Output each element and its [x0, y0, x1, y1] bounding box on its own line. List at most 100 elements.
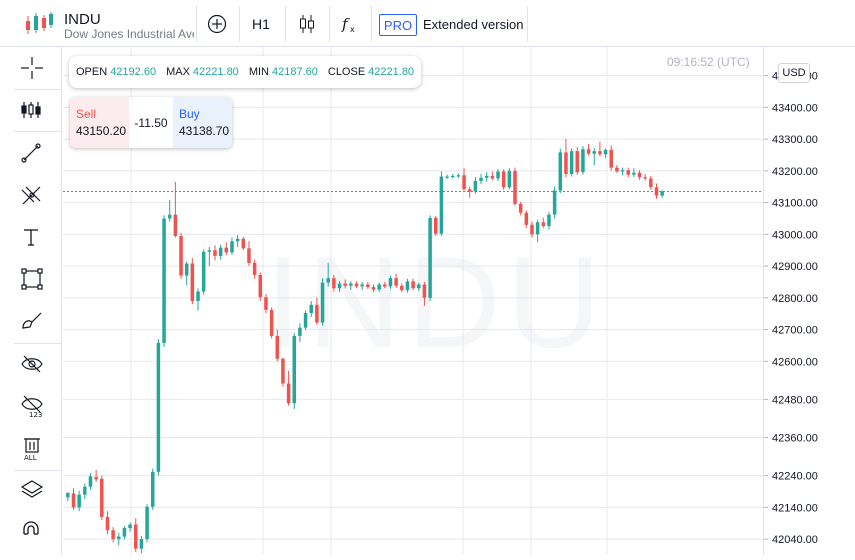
candle[interactable]: [569, 148, 574, 177]
candle[interactable]: [292, 332, 296, 409]
price-axis[interactable]: 43500.0043400.0043300.0043200.0043100.00…: [763, 47, 855, 555]
candle[interactable]: [518, 201, 523, 216]
sell-button[interactable]: Sell 43150.20: [70, 97, 129, 148]
candle[interactable]: [230, 237, 234, 255]
candle[interactable]: [100, 475, 104, 521]
candle[interactable]: [105, 511, 110, 535]
candle[interactable]: [167, 200, 172, 222]
rectangle-tool[interactable]: [20, 264, 58, 294]
candle[interactable]: [128, 522, 132, 532]
indicators-tool[interactable]: [20, 95, 58, 125]
candle[interactable]: [660, 189, 664, 198]
candle[interactable]: [315, 297, 319, 325]
candle[interactable]: [626, 167, 630, 178]
candle[interactable]: [83, 483, 87, 500]
candle[interactable]: [360, 281, 364, 291]
candle[interactable]: [196, 288, 200, 311]
candle[interactable]: [552, 186, 557, 219]
candle[interactable]: [207, 247, 212, 267]
candle[interactable]: [456, 173, 461, 178]
candle[interactable]: [615, 165, 619, 173]
candle[interactable]: [473, 177, 478, 194]
candle[interactable]: [139, 535, 144, 554]
candle[interactable]: [411, 278, 415, 290]
candle[interactable]: [179, 232, 183, 279]
candle[interactable]: [235, 234, 240, 248]
candle[interactable]: [71, 488, 76, 510]
candle[interactable]: [111, 527, 115, 543]
brush-tool[interactable]: [20, 306, 58, 336]
candle[interactable]: [213, 245, 217, 261]
candle[interactable]: [66, 492, 70, 502]
candle[interactable]: [598, 141, 602, 157]
candle[interactable]: [467, 186, 472, 198]
candle[interactable]: [343, 279, 347, 289]
candle[interactable]: [173, 181, 178, 238]
candle[interactable]: [275, 329, 280, 362]
fib-tool[interactable]: [20, 180, 58, 210]
candle[interactable]: [434, 215, 438, 236]
candle[interactable]: [637, 170, 642, 180]
interval-button[interactable]: H1: [252, 16, 270, 32]
extended-version-link[interactable]: Extended version: [423, 17, 524, 32]
candle[interactable]: [349, 281, 353, 290]
candle[interactable]: [575, 147, 580, 175]
candle[interactable]: [547, 212, 551, 230]
candle[interactable]: [581, 146, 585, 175]
candle[interactable]: [218, 244, 223, 260]
candle[interactable]: [150, 468, 155, 510]
candle[interactable]: [654, 183, 659, 199]
candle[interactable]: [394, 274, 398, 289]
candle[interactable]: [145, 504, 149, 543]
candle[interactable]: [332, 274, 336, 292]
candle[interactable]: [326, 262, 330, 287]
candle[interactable]: [524, 210, 529, 228]
chart-type-button[interactable]: [293, 10, 321, 38]
candle[interactable]: [490, 171, 495, 181]
candle[interactable]: [281, 357, 285, 387]
candle[interactable]: [366, 281, 370, 289]
candle[interactable]: [603, 148, 608, 159]
candle[interactable]: [417, 282, 421, 291]
candle[interactable]: [156, 339, 161, 476]
candlestick-chart[interactable]: [63, 47, 763, 555]
candle[interactable]: [496, 168, 500, 181]
candle[interactable]: [77, 490, 81, 512]
candle[interactable]: [445, 174, 449, 180]
candle[interactable]: [298, 323, 302, 343]
candle[interactable]: [88, 473, 93, 490]
candle[interactable]: [609, 145, 613, 171]
candle[interactable]: [286, 370, 291, 406]
candle[interactable]: [184, 261, 189, 286]
add-symbol-button[interactable]: [203, 10, 231, 38]
candle[interactable]: [309, 301, 313, 317]
candle[interactable]: [337, 281, 342, 293]
candle[interactable]: [122, 525, 127, 540]
candle[interactable]: [422, 281, 427, 306]
candle[interactable]: [269, 307, 274, 339]
candle[interactable]: [258, 272, 263, 301]
candle[interactable]: [507, 168, 512, 190]
candle[interactable]: [530, 221, 534, 238]
candle[interactable]: [428, 215, 432, 301]
candle[interactable]: [388, 275, 393, 289]
candle[interactable]: [643, 174, 647, 181]
candle[interactable]: [201, 249, 206, 295]
candle[interactable]: [535, 220, 540, 243]
chart-pane[interactable]: INDU: [63, 47, 763, 555]
currency-badge[interactable]: USD: [778, 63, 810, 83]
buy-button[interactable]: Buy 43138.70: [173, 97, 232, 148]
candle[interactable]: [303, 310, 308, 331]
candle[interactable]: [632, 168, 636, 178]
candle[interactable]: [405, 278, 410, 293]
candle[interactable]: [479, 174, 483, 185]
candle[interactable]: [94, 469, 98, 482]
crosshair-tool[interactable]: [20, 53, 58, 83]
candle[interactable]: [450, 174, 455, 179]
candle[interactable]: [439, 171, 444, 236]
candle[interactable]: [400, 283, 404, 293]
candle[interactable]: [649, 175, 653, 190]
symbol-ticker[interactable]: INDU: [64, 11, 101, 28]
magnet-tool[interactable]: [20, 517, 58, 547]
